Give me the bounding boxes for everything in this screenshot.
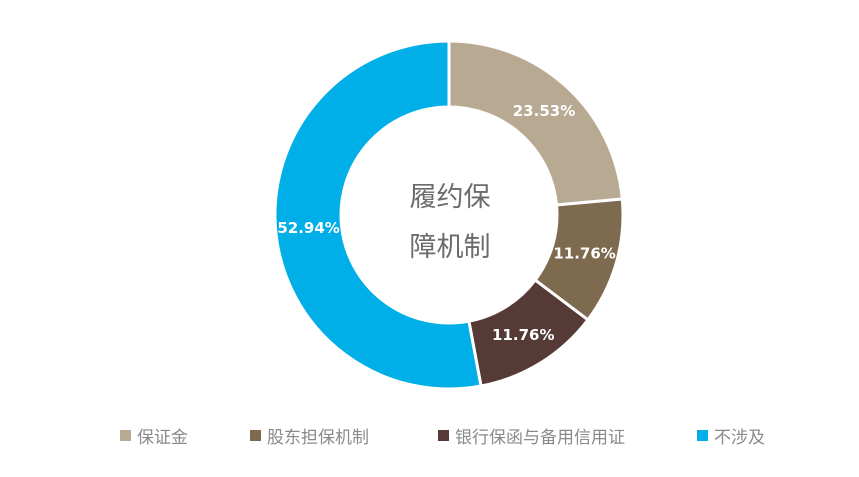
chart-legend: 保证金 股东担保机制 银行保函与备用信用证 不涉及 [0, 420, 859, 450]
legend-swatch-2 [438, 429, 449, 441]
donut-slice-3 [273, 39, 483, 391]
donut-chart: 23.53% 11.76% 11.76% 52.94% 履约保 障机制 [273, 39, 625, 391]
donut-slices [273, 39, 625, 391]
center-label-line-2: 障机制 [410, 232, 491, 263]
legend-item-1: 股东担保机制 [250, 420, 369, 450]
center-label-line-1: 履约保 [410, 182, 491, 213]
slice-labels: 23.53% 11.76% 11.76% 52.94% [277, 102, 615, 344]
legend-label-3: 不涉及 [714, 427, 765, 448]
legend-swatch-1 [250, 429, 261, 441]
legend-item-0: 保证金 [120, 420, 188, 450]
slice-label-1: 11.76% [553, 245, 615, 263]
legend-label-2: 银行保函与备用信用证 [455, 427, 625, 448]
legend-label-0: 保证金 [137, 427, 188, 448]
legend-swatch-0 [120, 429, 131, 441]
legend-swatch-3 [697, 429, 708, 441]
legend-item-2: 银行保函与备用信用证 [438, 420, 625, 450]
slice-label-3: 52.94% [277, 219, 339, 237]
legend-item-3: 不涉及 [697, 420, 765, 450]
slice-label-2: 11.76% [492, 326, 554, 344]
legend-label-1: 股东担保机制 [267, 427, 369, 448]
donut-slice-0 [447, 39, 624, 207]
slice-label-0: 23.53% [513, 102, 575, 120]
